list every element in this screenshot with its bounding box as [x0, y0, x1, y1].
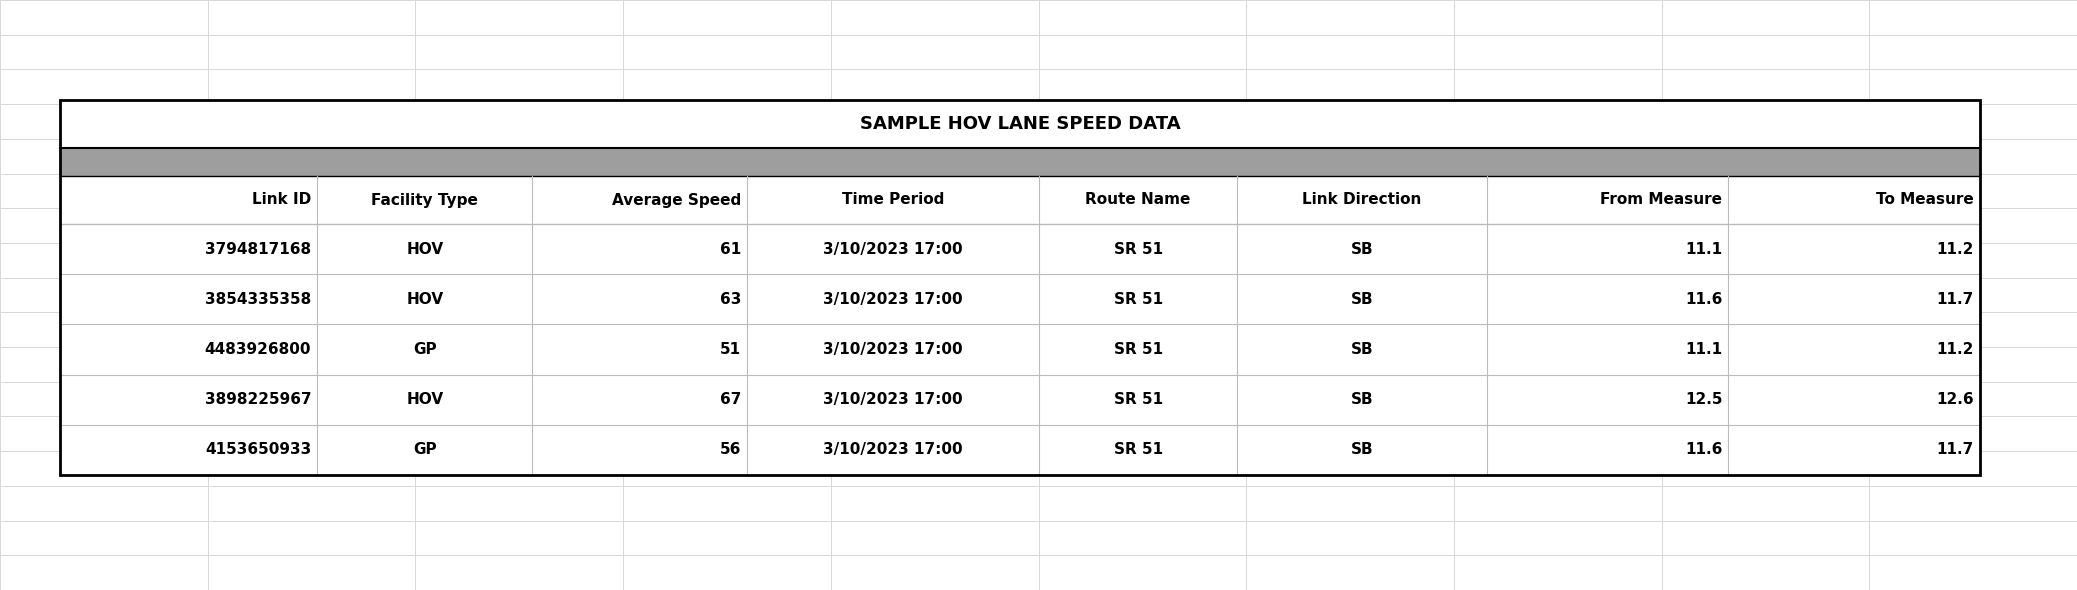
- Bar: [60, 100, 1979, 475]
- Text: SB: SB: [1350, 342, 1373, 357]
- Text: SAMPLE HOV LANE SPEED DATA: SAMPLE HOV LANE SPEED DATA: [860, 115, 1180, 133]
- Text: 3/10/2023 17:00: 3/10/2023 17:00: [822, 292, 964, 307]
- Text: SR 51: SR 51: [1113, 292, 1163, 307]
- Text: 11.7: 11.7: [1936, 292, 1973, 307]
- Text: 4483926800: 4483926800: [206, 342, 312, 357]
- Text: 11.6: 11.6: [1684, 292, 1722, 307]
- Text: 67: 67: [721, 392, 741, 407]
- Bar: [60, 100, 1979, 475]
- Text: Route Name: Route Name: [1086, 192, 1190, 208]
- Text: 11.2: 11.2: [1936, 241, 1973, 257]
- Text: 11.1: 11.1: [1684, 241, 1722, 257]
- Text: 12.6: 12.6: [1936, 392, 1973, 407]
- Text: 63: 63: [721, 292, 741, 307]
- Text: 3/10/2023 17:00: 3/10/2023 17:00: [822, 392, 964, 407]
- Text: SB: SB: [1350, 292, 1373, 307]
- Text: Average Speed: Average Speed: [613, 192, 741, 208]
- Text: 3898225967: 3898225967: [206, 392, 312, 407]
- Text: 3/10/2023 17:00: 3/10/2023 17:00: [822, 342, 964, 357]
- Text: Link Direction: Link Direction: [1302, 192, 1421, 208]
- Text: 51: 51: [721, 342, 741, 357]
- Text: 3/10/2023 17:00: 3/10/2023 17:00: [822, 442, 964, 457]
- Bar: [60, 148, 1979, 176]
- Text: GP: GP: [413, 342, 436, 357]
- Text: 11.6: 11.6: [1684, 442, 1722, 457]
- Text: SR 51: SR 51: [1113, 241, 1163, 257]
- Text: 11.2: 11.2: [1936, 342, 1973, 357]
- Text: SR 51: SR 51: [1113, 442, 1163, 457]
- Text: Time Period: Time Period: [841, 192, 945, 208]
- Text: 4153650933: 4153650933: [206, 442, 312, 457]
- Text: 3/10/2023 17:00: 3/10/2023 17:00: [822, 241, 964, 257]
- Text: 12.5: 12.5: [1684, 392, 1722, 407]
- Text: SR 51: SR 51: [1113, 392, 1163, 407]
- Text: GP: GP: [413, 442, 436, 457]
- Text: 61: 61: [721, 241, 741, 257]
- Text: HOV: HOV: [407, 241, 442, 257]
- Text: 3794817168: 3794817168: [206, 241, 312, 257]
- Text: SB: SB: [1350, 241, 1373, 257]
- Text: SB: SB: [1350, 442, 1373, 457]
- Text: Link ID: Link ID: [251, 192, 312, 208]
- Text: SB: SB: [1350, 392, 1373, 407]
- Text: SR 51: SR 51: [1113, 342, 1163, 357]
- Text: 11.1: 11.1: [1684, 342, 1722, 357]
- Text: HOV: HOV: [407, 392, 442, 407]
- Text: 3854335358: 3854335358: [206, 292, 312, 307]
- Text: 11.7: 11.7: [1936, 442, 1973, 457]
- Text: 56: 56: [721, 442, 741, 457]
- Text: To Measure: To Measure: [1876, 192, 1973, 208]
- Text: From Measure: From Measure: [1601, 192, 1722, 208]
- Text: HOV: HOV: [407, 292, 442, 307]
- Text: Facility Type: Facility Type: [372, 192, 478, 208]
